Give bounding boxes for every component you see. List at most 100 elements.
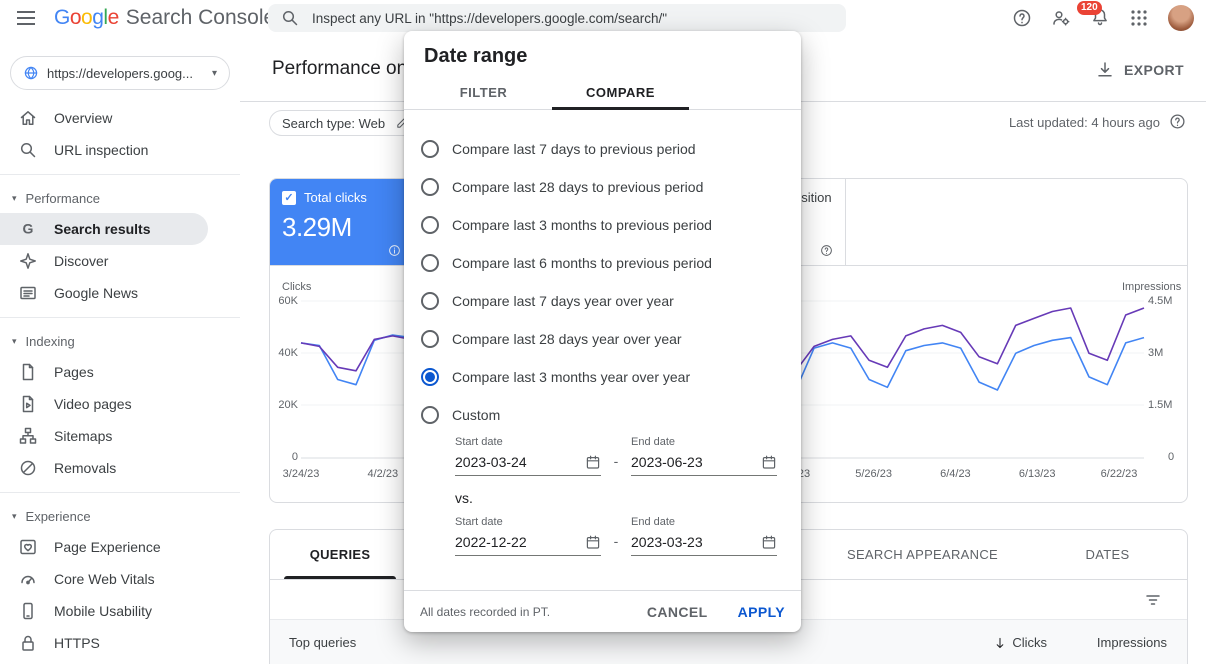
modal-tab-filter[interactable]: FILTER	[415, 76, 552, 109]
radio-icon[interactable]	[421, 254, 439, 272]
tab-search-appearance[interactable]: SEARCH APPEARANCE	[800, 530, 1045, 579]
sidebar-item-removals[interactable]: Removals	[0, 452, 240, 484]
start-date-value: 2023-03-24	[455, 454, 527, 470]
url-inspect-searchbar[interactable]	[268, 4, 846, 32]
logo-product: Search Console	[125, 6, 276, 29]
end-date-value: 2023-03-23	[631, 534, 703, 550]
notification-badge: 120	[1077, 0, 1102, 15]
metric-card-total-clicks[interactable]: ✓ Total clicks 3.29M	[270, 179, 414, 265]
column-header-clicks[interactable]: Clicks	[927, 635, 1047, 650]
section-label: Performance	[25, 190, 100, 206]
sidebar-item-overview[interactable]: Overview	[0, 102, 240, 134]
export-button[interactable]: EXPORT	[1095, 60, 1184, 80]
y-tick: 20K	[278, 399, 298, 411]
radio-icon[interactable]	[421, 140, 439, 158]
compare-option[interactable]: Compare last 7 days to previous period	[404, 130, 801, 168]
notifications[interactable]: 120	[1077, 0, 1110, 30]
sidebar-item-label: Page Experience	[54, 539, 161, 555]
sidebar-item-google-news[interactable]: Google News	[0, 277, 240, 309]
avatar[interactable]	[1168, 5, 1194, 31]
sidebar-item-sitemaps[interactable]: Sitemaps	[0, 420, 240, 452]
divider	[0, 174, 240, 175]
modal-tab-compare[interactable]: COMPARE	[552, 76, 689, 110]
sidebar-item-core-web-vitals[interactable]: Core Web Vitals	[0, 563, 240, 595]
radio-icon[interactable]	[421, 406, 439, 424]
start-date-field-1[interactable]: Start date 2023-03-24	[455, 436, 601, 476]
property-selector[interactable]: https://developers.goog... ▾	[10, 56, 230, 90]
collapse-icon: ▾	[12, 335, 17, 346]
column-header-impressions[interactable]: Impressions	[1096, 635, 1167, 650]
radio-icon[interactable]	[421, 292, 439, 310]
help-icon[interactable]	[1012, 8, 1032, 28]
chip-label: Search type: Web	[282, 115, 386, 131]
compare-option[interactable]: Compare last 28 days to previous period	[404, 168, 801, 206]
compare-option[interactable]: Compare last 7 days year over year	[404, 282, 801, 320]
section-indexing[interactable]: ▾ Indexing	[0, 326, 240, 356]
sidebar-item-pages[interactable]: Pages	[0, 356, 240, 388]
radio-icon[interactable]	[421, 178, 439, 196]
radio-icon[interactable]	[421, 330, 439, 348]
end-date-value: 2023-06-23	[631, 454, 703, 470]
apply-button[interactable]: APPLY	[737, 603, 785, 620]
end-date-field-2[interactable]: End date 2023-03-23	[631, 516, 777, 556]
calendar-icon[interactable]	[585, 454, 601, 470]
filter-icon[interactable]	[1143, 590, 1163, 610]
google-g-icon: G	[23, 221, 34, 237]
section-experience[interactable]: ▾ Experience	[0, 501, 240, 531]
sidebar-item-discover[interactable]: Discover	[0, 245, 240, 277]
divider	[0, 317, 240, 318]
user-settings-icon[interactable]	[1051, 8, 1071, 28]
sidebar-item-label: Sitemaps	[54, 428, 113, 444]
last-updated-help-icon[interactable]	[1169, 113, 1186, 133]
compare-option-selected[interactable]: Compare last 3 months year over year	[404, 358, 801, 396]
sidebar-item-https[interactable]: HTTPS	[0, 627, 240, 659]
y-tick: 0	[291, 451, 298, 463]
sidebar-item-mobile-usability[interactable]: Mobile Usability	[0, 595, 240, 627]
y-tick: 3M	[1148, 347, 1164, 359]
tab-queries[interactable]: QUERIES	[270, 530, 410, 579]
cancel-button[interactable]: CANCEL	[646, 603, 708, 620]
calendar-icon[interactable]	[761, 454, 777, 470]
compare-option[interactable]: Compare last 6 months to previous period	[404, 244, 801, 282]
y-right-axis-title: Impressions	[1122, 281, 1182, 293]
calendar-icon[interactable]	[585, 534, 601, 550]
radio-icon[interactable]	[421, 216, 439, 234]
search-type-chip[interactable]: Search type: Web	[269, 110, 423, 136]
info-icon[interactable]	[388, 244, 401, 257]
property-icon	[24, 66, 38, 80]
property-url: https://developers.goog...	[47, 65, 193, 81]
sidebar-item-label: Overview	[54, 110, 113, 126]
sidebar-item-search-results[interactable]: G Search results	[0, 213, 208, 245]
tab-label: COMPARE	[586, 85, 655, 100]
start-date-field-2[interactable]: Start date 2022-12-22	[455, 516, 601, 556]
help-icon[interactable]	[820, 244, 833, 257]
app-logo: Google Search Console	[54, 6, 275, 30]
sidebar-item-label: HTTPS	[54, 635, 100, 651]
option-label: Compare last 7 days year over year	[452, 293, 674, 309]
sidebar-item-page-experience[interactable]: Page Experience	[0, 531, 240, 563]
tab-dates[interactable]: DATES	[1045, 530, 1170, 579]
apps-grid-icon[interactable]	[1129, 8, 1149, 28]
radio-checked-icon[interactable]	[421, 368, 439, 386]
option-label: Compare last 28 days year over year	[452, 331, 682, 347]
end-date-label: End date	[631, 516, 676, 528]
calendar-icon[interactable]	[761, 534, 777, 550]
section-performance[interactable]: ▾ Performance	[0, 183, 240, 213]
date-range-2: Start date 2022-12-22 - End date 2023-03…	[404, 516, 801, 556]
menu-icon[interactable]	[14, 6, 38, 30]
home-icon	[20, 111, 36, 125]
compare-option[interactable]: Compare last 28 days year over year	[404, 320, 801, 358]
sidebar-item-video-pages[interactable]: Video pages	[0, 388, 240, 420]
end-date-field-1[interactable]: End date 2023-06-23	[631, 436, 777, 476]
option-label: Compare last 3 months year over year	[452, 369, 691, 385]
checkbox-checked-icon[interactable]: ✓	[282, 190, 296, 205]
search-input[interactable]	[310, 9, 834, 27]
sidebar-item-url-inspection[interactable]: URL inspection	[0, 134, 240, 166]
compare-option-custom[interactable]: Custom	[404, 396, 801, 434]
y-tick: 1.5M	[1148, 399, 1173, 411]
x-tick: 3/24/23	[282, 468, 320, 480]
column-header-top-queries[interactable]: Top queries	[289, 635, 357, 650]
compare-options-list: Compare last 7 days to previous period C…	[404, 110, 801, 434]
compare-option[interactable]: Compare last 3 months to previous period	[404, 206, 801, 244]
x-tick: 5/26/23	[855, 468, 892, 480]
